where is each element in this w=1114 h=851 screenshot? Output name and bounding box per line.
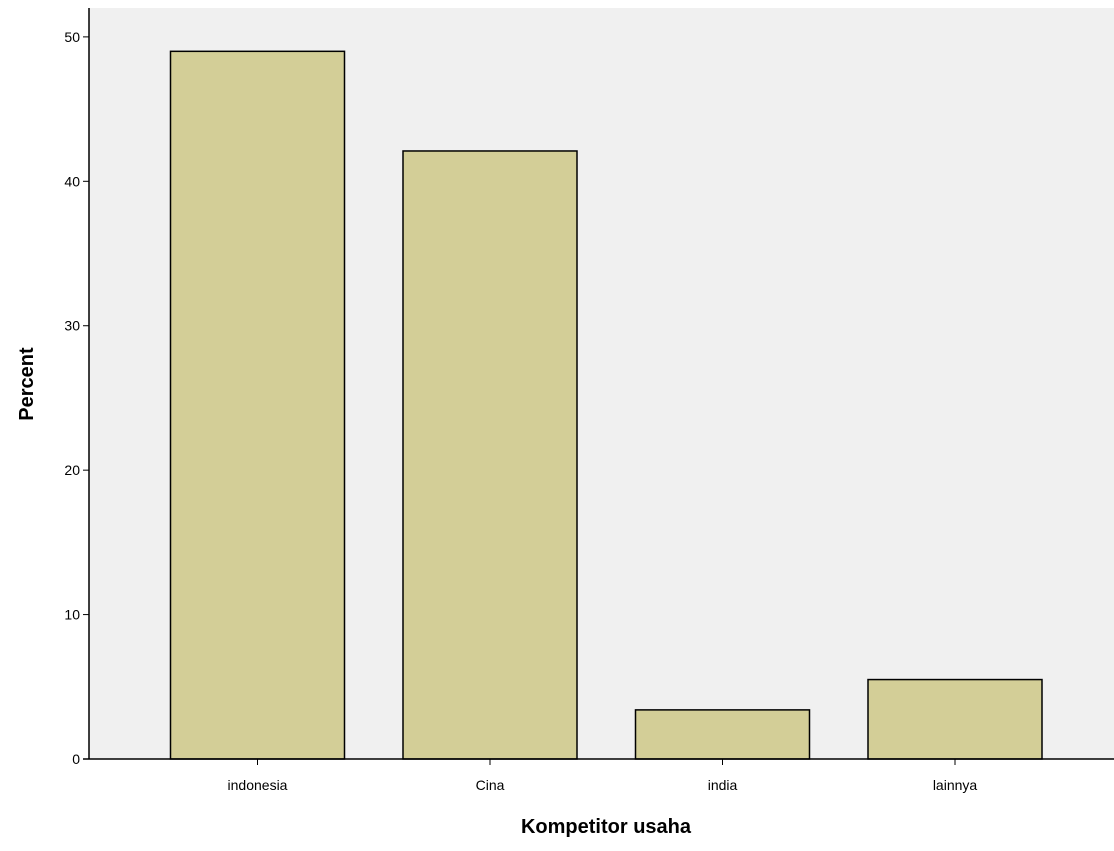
x-tick-label-0: indonesia [228, 777, 288, 793]
y-axis-title: Percent [16, 347, 38, 421]
x-axis-title: Kompetitor usaha [521, 816, 692, 838]
y-tick-label-2: 20 [64, 462, 80, 478]
y-tick-label-4: 40 [64, 173, 80, 189]
bar-0 [169, 50, 346, 760]
y-ticks: 0 10 20 30 40 50 [64, 29, 89, 767]
bar-1 [402, 150, 578, 760]
y-tick-label-1: 10 [64, 607, 80, 623]
y-tick-label-3: 30 [64, 318, 80, 334]
y-tick-label-0: 0 [72, 751, 80, 767]
bar-3 [867, 678, 1043, 760]
x-ticks: indonesia Cina india lainnya [228, 759, 978, 793]
x-tick-label-2: india [708, 777, 738, 793]
x-tick-label-1: Cina [476, 777, 505, 793]
bars-layer [169, 50, 1043, 760]
y-tick-label-5: 50 [64, 29, 80, 45]
bar-2 [634, 709, 811, 760]
x-tick-label-3: lainnya [933, 777, 978, 793]
